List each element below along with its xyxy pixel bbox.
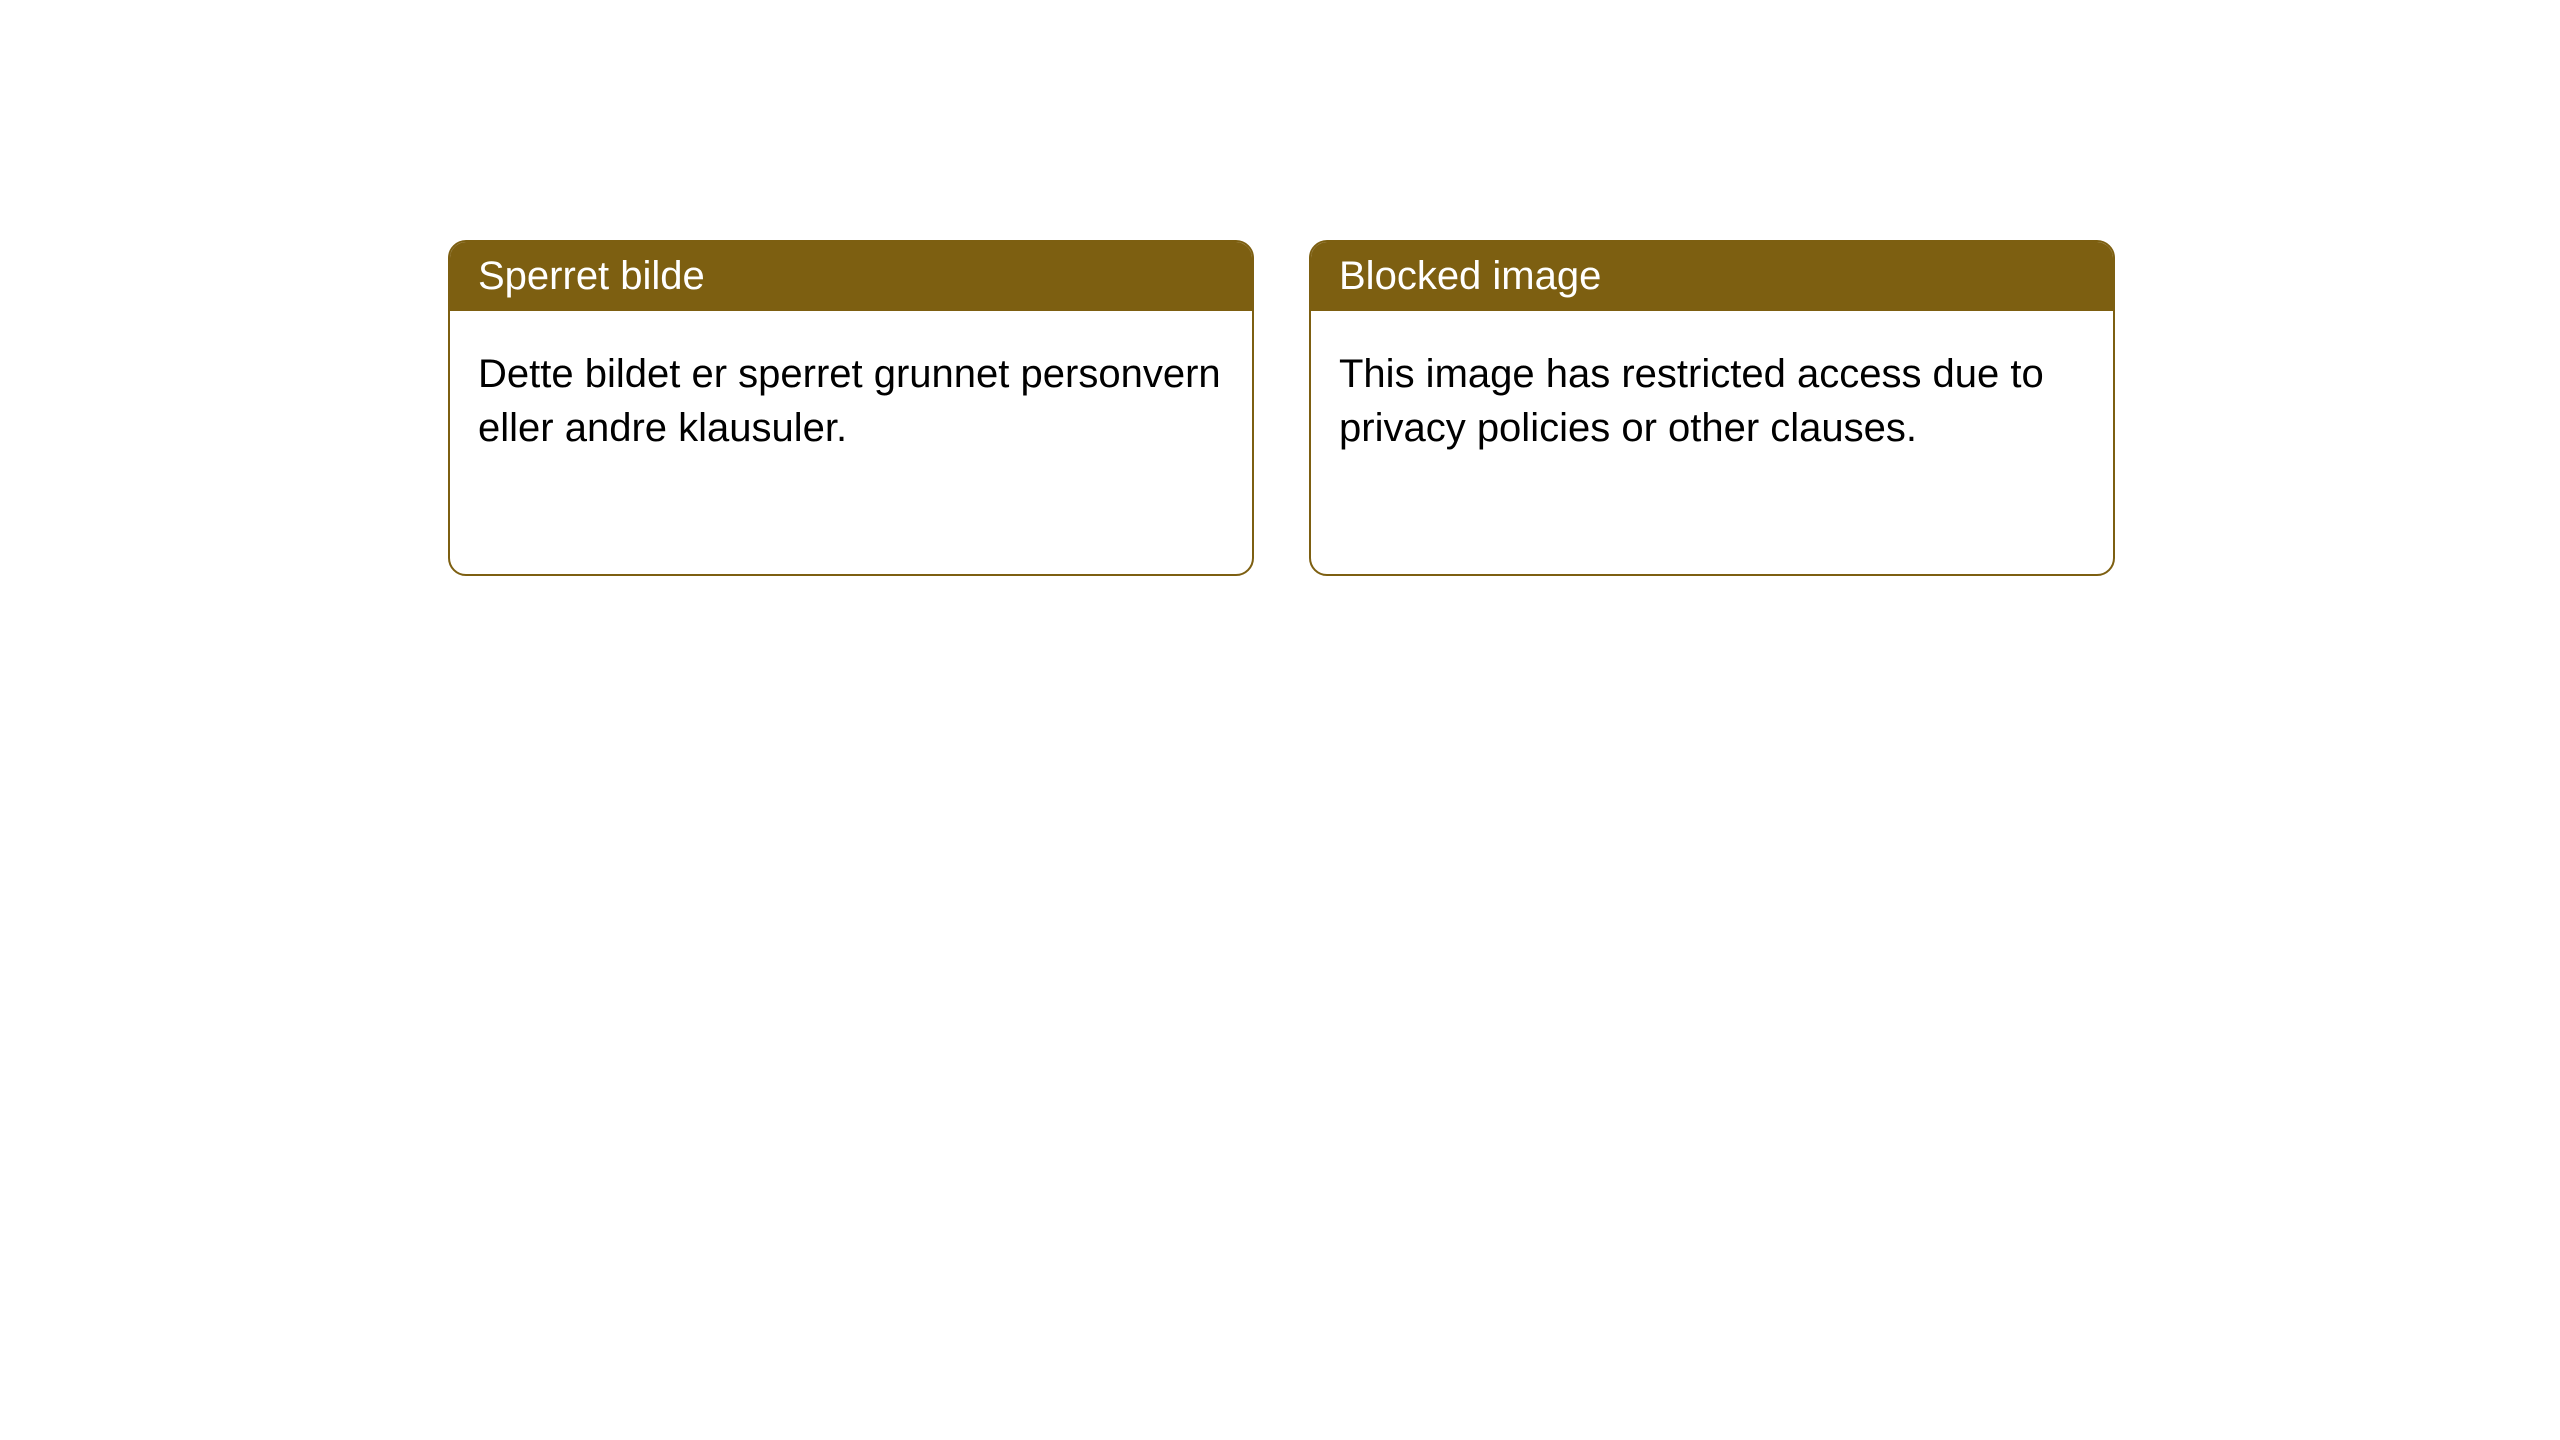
notice-card-english: Blocked image This image has restricted … [1309,240,2115,576]
notices-container: Sperret bilde Dette bildet er sperret gr… [0,0,2560,576]
notice-body-norwegian: Dette bildet er sperret grunnet personve… [450,311,1252,491]
notice-card-norwegian: Sperret bilde Dette bildet er sperret gr… [448,240,1254,576]
notice-body-english: This image has restricted access due to … [1311,311,2113,491]
notice-title-english: Blocked image [1311,242,2113,311]
notice-title-norwegian: Sperret bilde [450,242,1252,311]
